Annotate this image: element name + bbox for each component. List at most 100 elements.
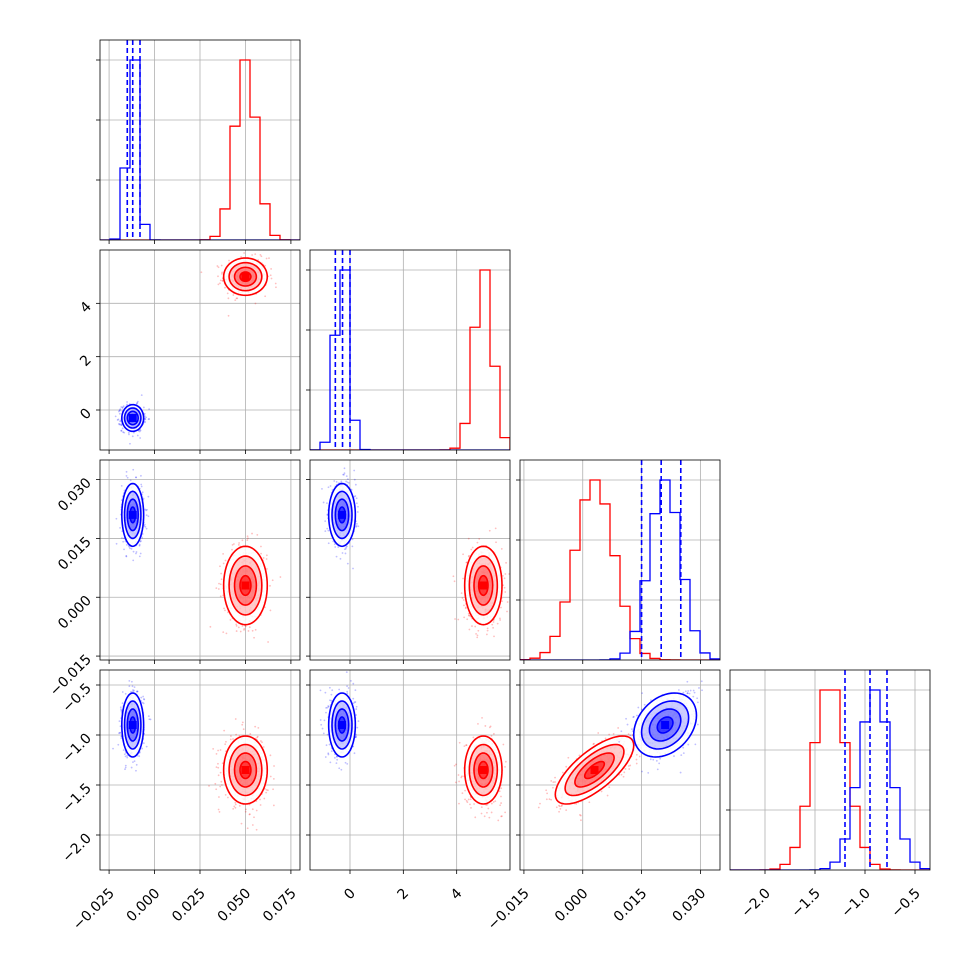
scatter-point [256,735,259,738]
scatter-point [508,573,510,575]
scatter-point [138,544,141,547]
scatter-point [120,424,123,427]
scatter-point [231,544,234,546]
density-peak [128,414,137,422]
scatter-point [130,690,132,693]
scatter-point [264,295,267,298]
scatter-point [270,268,273,270]
scatter-point [462,553,464,556]
scatter-point [220,572,223,575]
scatter-point [221,272,223,275]
scatter-point [122,405,125,408]
scatter-point [488,726,491,729]
scatter-point [454,618,456,620]
density-peak [479,581,488,590]
panel-3-0: −0.025 0.000 0.025 0.050 0.075−2.0−1.5−1.0−0… [59,669,301,933]
scatter-point [220,780,223,783]
scatter-point [135,551,138,553]
scatter-point [343,548,346,551]
scatter-point [238,542,240,544]
scatter-point [499,617,501,620]
scatter-point [146,508,148,511]
scatter-point [476,541,479,544]
scatter-point [230,735,232,737]
scatter-point [327,529,330,532]
scatter-point [499,804,502,807]
scatter-point [323,719,326,722]
scatter-point [453,764,456,767]
scatter-point [126,756,129,759]
scatter-point [133,686,136,688]
scatter-point [216,265,219,267]
scatter-point [119,527,121,529]
scatter-point [123,548,125,551]
scatter-point [465,606,467,609]
scatter-point [234,299,237,302]
y-tick-label: −1.5 [59,781,94,816]
scatter-point [355,705,358,708]
scatter-point [254,628,257,631]
scatter-point [458,780,460,783]
scatter-point [145,509,148,512]
scatter-point [458,741,461,744]
scatter-point [337,546,340,548]
scatter-point [469,798,472,801]
scatter-point [490,802,493,805]
scatter-point [232,294,235,296]
scatter-point [136,400,139,403]
scatter-point [120,406,123,408]
scatter-point [342,473,345,476]
scatter-point [148,408,151,410]
scatter-point [227,297,230,300]
scatter-point [488,816,491,819]
scatter-point [119,731,122,734]
scatter-point [235,733,238,736]
y-tick-label: 2 [77,352,95,370]
scatter-point [120,708,122,711]
scatter-point [327,753,330,756]
scatter-point [467,798,470,801]
scatter-point [222,553,225,555]
scatter-point [354,483,357,486]
scatter-point [460,776,463,779]
scatter-point [147,495,150,498]
scatter-point [328,743,331,746]
scatter-point [144,421,146,424]
scatter-point [125,555,128,558]
scatter-point [121,691,124,693]
scatter-point [119,420,121,423]
scatter-point [251,254,254,256]
scatter-point [476,634,479,637]
scatter-point [114,415,117,418]
scatter-point [135,763,138,766]
scatter-point [248,626,251,629]
scatter-point [457,618,460,621]
scatter-point [238,805,241,807]
scatter-point [476,636,479,639]
scatter-point [217,808,220,811]
scatter-point [321,488,323,490]
scatter-point [235,625,238,627]
scatter-point [121,407,124,409]
scatter-point [327,486,330,489]
scatter-point [267,789,269,792]
scatter-point [468,614,471,617]
scatter-point [221,280,224,282]
scatter-point [330,699,333,702]
scatter-point [135,402,138,405]
scatter-point [229,738,232,741]
scatter-point [335,555,338,558]
scatter-point [256,736,259,739]
panel-frame [309,249,511,451]
histogram-series [100,59,300,240]
scatter-point [224,743,227,746]
scatter-point [467,537,470,540]
scatter-point [229,618,232,621]
scatter-point [259,798,261,801]
scatter-point [483,815,486,818]
scatter-point [357,525,360,528]
scatter-point [480,806,483,809]
scatter-point [219,583,222,586]
scatter-point [346,545,348,548]
